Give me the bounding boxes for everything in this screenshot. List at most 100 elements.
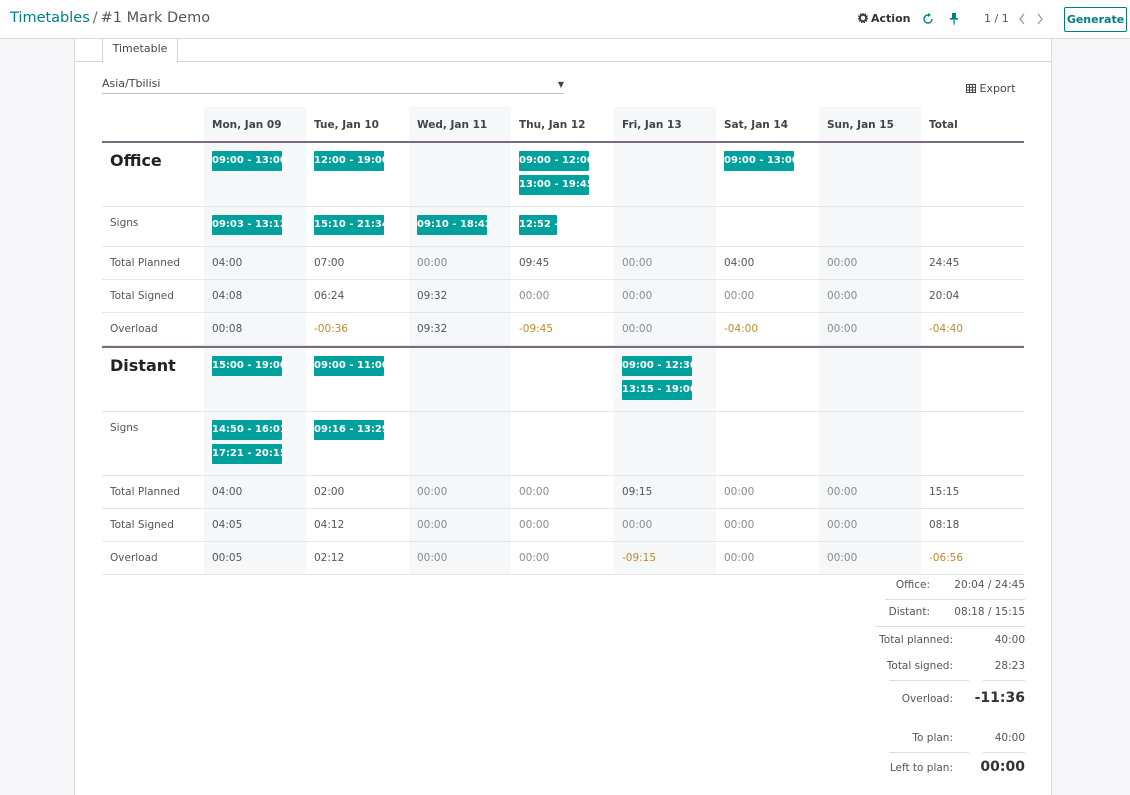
planned-slot-chip[interactable]: 09:00 - 11:00 (314, 356, 389, 376)
time-value: -04:00 (724, 323, 759, 335)
day-cell (716, 207, 818, 246)
time-value: 00:00 (622, 323, 653, 335)
value-cell: -09:45 (511, 313, 613, 345)
value-cell: -04:00 (716, 313, 818, 345)
section-title: Distant (110, 356, 176, 375)
summary-distant: Distant: 08:18 / 15:15 (875, 606, 1025, 626)
value-cell: 24:45 (921, 247, 1023, 279)
generate-button[interactable]: Generate (1064, 7, 1127, 32)
time-value: 02:00 (314, 486, 345, 498)
time-value: 00:00 (519, 290, 550, 302)
totals-row: Total Signed 04:08 06:24 09:32 00:00 00:00 00:… (102, 280, 1024, 313)
breadcrumb-current: #1 Mark Demo (100, 10, 211, 26)
summary-office: Office: 20:04 / 24:45 (875, 579, 1025, 599)
summary-to-plan-label: To plan: (912, 732, 953, 744)
tab-bar: Timetable (75, 39, 1051, 63)
planned-slot-chip[interactable]: 12:00 - 19:00 (314, 151, 389, 171)
chevron-left-icon[interactable] (1018, 13, 1026, 25)
caret-down-icon: ▼ (557, 80, 564, 89)
summary-total-signed: Total signed: 28:23 (875, 660, 1025, 680)
planned-slot-chip[interactable]: 09:00 - 12:30 (622, 356, 697, 376)
summary-office-value: 20:04 / 24:45 (954, 579, 1025, 591)
time-value: 04:00 (724, 257, 755, 269)
day-cell (511, 412, 613, 475)
refresh-icon[interactable] (922, 13, 934, 25)
timezone-select[interactable]: Asia/Tbilisi ▼ (102, 77, 564, 94)
column-header: Wed, Jan 11 (409, 107, 511, 141)
totals-row: Total Planned 04:00 02:00 00:00 00:00 09:15 00… (102, 476, 1024, 509)
day-cell (409, 348, 511, 411)
time-value: 09:45 (519, 257, 550, 269)
value-cell: 00:00 (614, 280, 716, 312)
value-cell: 00:00 (819, 247, 921, 279)
time-value: 00:00 (724, 552, 755, 564)
sign-slot-chip[interactable]: 12:52 - (519, 215, 558, 235)
time-value: 00:00 (724, 290, 755, 302)
planned-slot-chip[interactable]: 13:00 - 19:45 (519, 175, 594, 195)
sign-slot-chip[interactable]: 09:03 - 13:12 (212, 215, 287, 235)
sign-slot-chip[interactable]: 09:10 - 18:42 (417, 215, 492, 235)
time-value: 00:00 (622, 290, 653, 302)
value-cell: 02:12 (306, 542, 408, 574)
value-cell: 15:15 (921, 476, 1023, 508)
column-header: Total (929, 119, 958, 131)
value-cell: 04:00 (204, 247, 306, 279)
value-cell: 00:00 (511, 280, 613, 312)
summary-total-planned: Total planned: 40:00 (875, 634, 1025, 654)
summary-distant-value: 08:18 / 15:15 (954, 606, 1025, 618)
day-cell: 12:00 - 19:00 (306, 143, 408, 206)
day-cell (819, 207, 921, 246)
day-cell (409, 143, 511, 206)
summary-overload: Overload: -11:36 (875, 690, 1025, 710)
sign-slot-chip[interactable]: 09:16 - 13:29 (314, 420, 389, 440)
planned-slot-chip[interactable]: 13:15 - 19:00 (622, 380, 697, 400)
time-value: -00:36 (314, 323, 349, 335)
pager-value[interactable]: 1 / 1 (984, 12, 1009, 25)
signs-label: Signs (110, 422, 139, 434)
time-value: -09:15 (622, 552, 657, 564)
table-header-row: Mon, Jan 09 Tue, Jan 10 Wed, Jan 11 Thu, Ja… (102, 107, 1024, 141)
day-cell (921, 412, 1023, 475)
planned-slot-chip[interactable]: 15:00 - 19:00 (212, 356, 287, 376)
planned-slot-chip[interactable]: 09:00 - 13:00 (724, 151, 799, 171)
value-cell: 00:00 (819, 313, 921, 345)
sign-slot-chip[interactable]: 14:50 - 16:01 (212, 420, 287, 440)
day-cell: 09:10 - 18:42 (409, 207, 511, 246)
row-label: Overload (110, 323, 158, 335)
value-cell: 09:32 (409, 280, 511, 312)
row-label: Total Planned (110, 486, 180, 498)
day-cell (716, 348, 818, 411)
column-header: Fri, Jan 13 (614, 107, 716, 141)
planned-slot-chip[interactable]: 09:00 - 13:00 (212, 151, 287, 171)
export-button[interactable]: Export (966, 82, 1016, 95)
day-cell: 09:16 - 13:29 (306, 412, 408, 475)
time-value: 08:18 (929, 519, 960, 531)
section-separator (102, 141, 1024, 143)
action-button[interactable]: Action (858, 12, 910, 25)
time-value: 09:15 (622, 486, 653, 498)
day-cell: 15:10 - 21:34 (306, 207, 408, 246)
time-value: 00:00 (827, 552, 858, 564)
row-label: Total Signed (110, 519, 174, 531)
day-cell (614, 143, 716, 206)
time-value: 00:00 (827, 519, 858, 531)
sign-slot-chip[interactable]: 15:10 - 21:34 (314, 215, 389, 235)
value-cell: 00:00 (614, 313, 716, 345)
time-value: 00:00 (827, 486, 858, 498)
summary-divider (885, 599, 1025, 600)
value-cell: 00:00 (409, 509, 511, 541)
time-value: 15:15 (929, 486, 960, 498)
tab-timetable[interactable]: Timetable (102, 39, 178, 63)
pin-icon[interactable] (949, 13, 959, 25)
planned-slot-chip[interactable]: 09:00 - 12:00 (519, 151, 594, 171)
time-value: 00:00 (519, 552, 550, 564)
value-cell: 20:04 (921, 280, 1023, 312)
breadcrumb-parent-link[interactable]: Timetables (10, 10, 90, 26)
value-cell: 00:00 (409, 542, 511, 574)
value-cell: 00:00 (716, 542, 818, 574)
chevron-right-icon[interactable] (1036, 13, 1044, 25)
time-value: 00:00 (622, 519, 653, 531)
breadcrumb-separator: / (92, 10, 98, 26)
day-cell: 09:00 - 12:00 13:00 - 19:45 (511, 143, 613, 206)
sign-slot-chip[interactable]: 17:21 - 20:15 (212, 444, 287, 464)
